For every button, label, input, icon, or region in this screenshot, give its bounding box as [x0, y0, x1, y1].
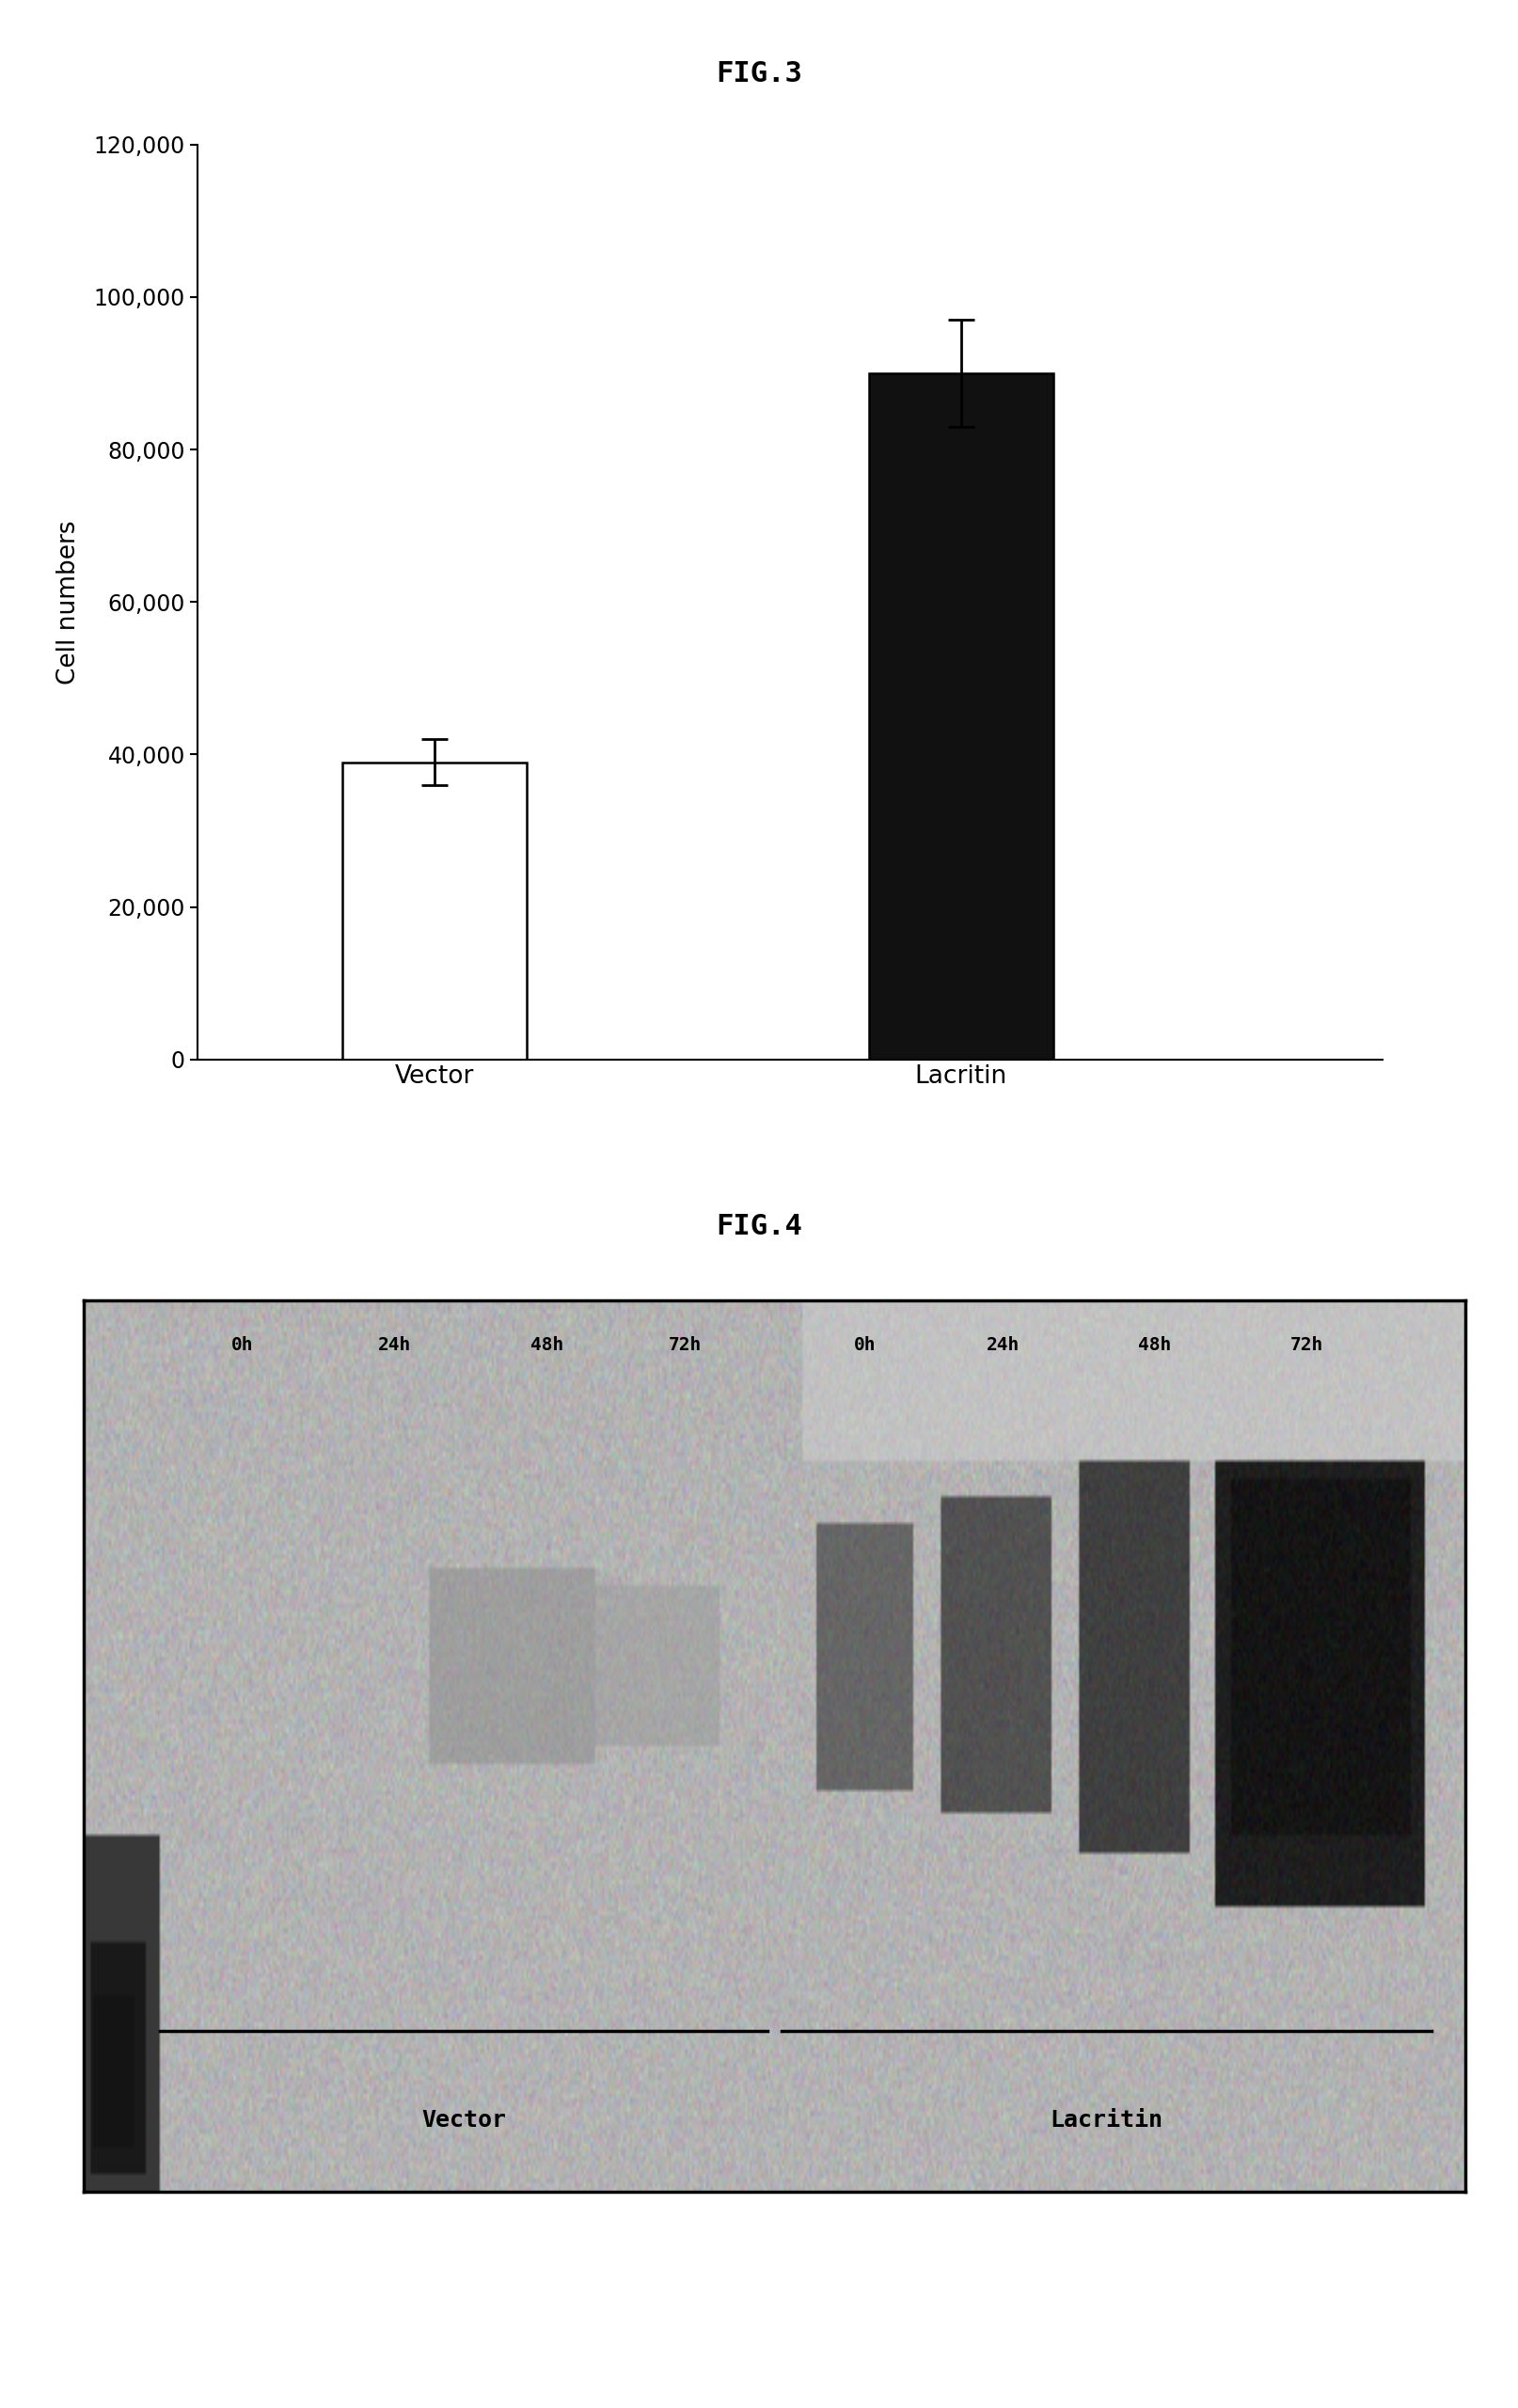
Bar: [342, 761, 527, 1060]
Text: 0h: 0h: [231, 1336, 254, 1353]
Bar: [868, 373, 1052, 1060]
Text: 48h: 48h: [530, 1336, 563, 1353]
Text: 48h: 48h: [1137, 1336, 1170, 1353]
Text: 72h: 72h: [1289, 1336, 1322, 1353]
Text: FIG.3: FIG.3: [716, 60, 802, 87]
Text: Lacritin: Lacritin: [1049, 2109, 1163, 2131]
Text: 24h: 24h: [378, 1336, 411, 1353]
Y-axis label: Cell numbers: Cell numbers: [56, 520, 80, 684]
Text: 0h: 0h: [853, 1336, 874, 1353]
Text: 24h: 24h: [985, 1336, 1019, 1353]
Text: 72h: 72h: [668, 1336, 701, 1353]
Text: FIG.4: FIG.4: [716, 1214, 802, 1240]
Text: Vector: Vector: [420, 2109, 505, 2131]
